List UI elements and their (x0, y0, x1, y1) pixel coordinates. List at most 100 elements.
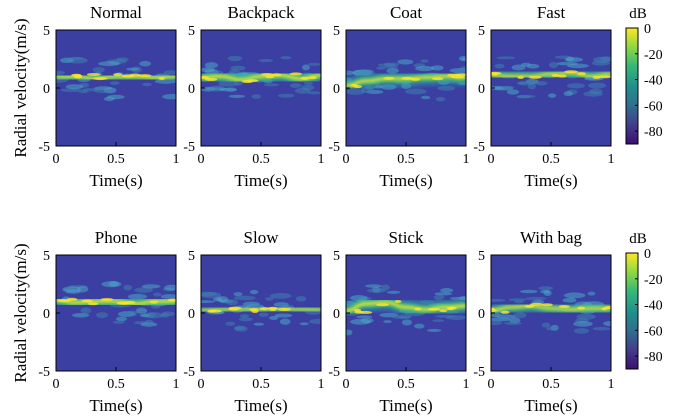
peak-speckle (431, 77, 444, 81)
spectral-speckle (491, 86, 505, 90)
peak-speckle (100, 297, 114, 301)
x-axis-label: Time(s) (234, 396, 287, 415)
y-axis-label: Radial velocity(m/s) (11, 243, 30, 382)
spectral-speckle (301, 64, 310, 71)
spectral-speckle (603, 320, 611, 327)
spectral-speckle (546, 326, 557, 331)
x-tick-label: 0 (488, 377, 495, 392)
y-tick-label: 5 (43, 24, 50, 39)
y-tick-label: 0 (478, 307, 485, 322)
spectral-speckle (67, 56, 85, 60)
peak-speckle (259, 307, 270, 311)
spectral-speckle (233, 292, 243, 297)
peak-speckle (528, 75, 542, 79)
y-tick-label: -5 (473, 140, 485, 155)
spectrogram-heatmap (201, 289, 321, 332)
peak-speckle (207, 309, 217, 313)
spectral-speckle (269, 292, 292, 299)
spectral-speckle (299, 322, 309, 326)
spectral-speckle (573, 321, 593, 327)
x-axis-label: Time(s) (379, 171, 432, 190)
peak-speckle (376, 303, 390, 307)
spectral-speckle (556, 61, 578, 66)
peak-speckle (439, 309, 448, 313)
y-tick-label: 5 (478, 24, 485, 39)
peak-speckle (500, 310, 510, 314)
doppler-band-core (346, 301, 466, 313)
y-tick-label: 5 (478, 249, 485, 264)
spectral-speckle (377, 63, 396, 67)
peak-speckle (93, 77, 108, 81)
spectral-speckle (516, 95, 531, 99)
x-tick-label: 0.5 (107, 152, 125, 167)
spectral-speckle (391, 316, 411, 319)
spectral-speckle (437, 85, 456, 91)
spectral-speckle (164, 284, 176, 291)
spectral-speckle (212, 297, 223, 302)
peak-speckle (577, 306, 586, 310)
peak-speckle (450, 75, 465, 79)
spectral-speckle (107, 94, 125, 100)
y-tick-label: 0 (478, 82, 485, 97)
y-tick-label: 0 (333, 307, 340, 322)
spectral-speckle (376, 66, 386, 70)
y-tick-label: 0 (43, 307, 50, 322)
spectral-speckle (519, 289, 538, 294)
spectral-speckle (227, 55, 243, 62)
spectral-speckle (62, 286, 82, 293)
spectral-speckle (234, 325, 248, 332)
spectrogram-heatmap (491, 55, 611, 99)
spectral-speckle (98, 61, 120, 67)
spectral-speckle (307, 91, 321, 95)
spectral-speckle (123, 284, 133, 291)
panel-title: Fast (537, 3, 566, 22)
peak-speckle (400, 76, 414, 80)
x-tick-label: 1 (463, 377, 470, 392)
peak-speckle (138, 74, 152, 78)
panel-title: Normal (90, 3, 142, 22)
spectral-speckle (587, 291, 596, 296)
peak-speckle (87, 302, 99, 306)
panel-title: Phone (95, 228, 138, 247)
x-tick-label: 0 (343, 377, 350, 392)
y-tick-label: 0 (333, 82, 340, 97)
colorbar-tick-label: 0 (644, 247, 651, 262)
spectral-speckle (440, 288, 454, 293)
y-tick-label: 5 (43, 249, 50, 264)
x-tick-label: 0.5 (397, 377, 415, 392)
x-tick-label: 1 (608, 152, 615, 167)
peak-speckle (149, 300, 159, 304)
peak-speckle (308, 76, 317, 80)
spectral-speckle (540, 289, 551, 294)
spectral-speckle (78, 90, 89, 94)
spectral-speckle (96, 312, 108, 319)
spectral-speckle (405, 88, 427, 95)
peak-speckle (265, 75, 275, 79)
spectral-speckle (115, 316, 128, 322)
spectral-speckle (147, 312, 156, 318)
doppler-band-core (491, 71, 611, 78)
spectral-speckle (134, 287, 154, 293)
peak-speckle (491, 72, 499, 76)
spectral-speckle (251, 94, 262, 99)
spectral-speckle (583, 91, 603, 97)
x-tick-label: 1 (318, 377, 325, 392)
spectrogram-heatmap (56, 280, 176, 327)
spectral-speckle (309, 318, 321, 325)
colorbar-unit: dB (629, 231, 647, 247)
colorbar-tick-label: -40 (644, 74, 663, 89)
spectral-speckle (72, 312, 90, 318)
x-tick-label: 0 (53, 377, 60, 392)
spectral-speckle (433, 294, 445, 301)
x-tick-label: 0.5 (397, 152, 415, 167)
colorbar-tick-label: 0 (644, 22, 651, 37)
peak-speckle (167, 298, 176, 302)
spectral-speckle (566, 83, 586, 89)
peak-speckle (577, 72, 586, 76)
y-tick-label: -5 (328, 365, 340, 380)
spectral-speckle (564, 292, 586, 299)
peak-speckle (427, 307, 441, 311)
spectral-speckle (599, 56, 611, 62)
x-tick-label: 1 (463, 152, 470, 167)
colorbar-tick-label: -80 (644, 350, 663, 365)
